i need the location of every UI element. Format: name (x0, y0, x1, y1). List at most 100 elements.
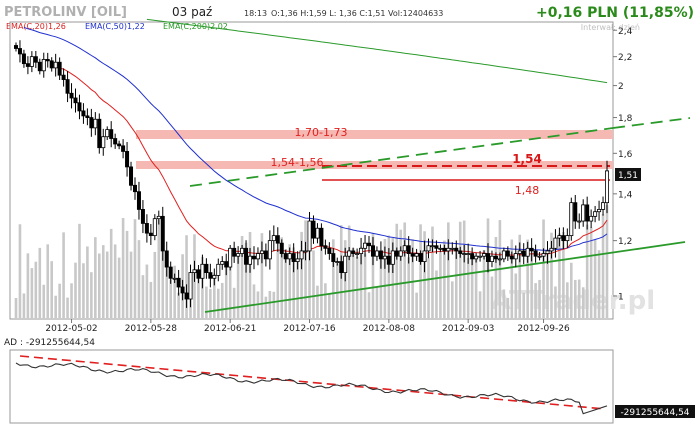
volume-bar (470, 254, 474, 318)
volume-bar (355, 256, 359, 318)
x-tick-label: 2012-05-28 (125, 324, 178, 334)
volume-bar (351, 248, 355, 318)
volume-bar (605, 205, 609, 318)
candle-down (454, 247, 459, 252)
legend-ema200: EMA(C,200)2,02 (163, 22, 228, 31)
candle-up (188, 272, 193, 300)
y-tick-label: 2 (618, 82, 624, 92)
candle-up (489, 255, 494, 262)
volume-bar (502, 289, 506, 318)
volume-bar (335, 263, 339, 318)
volume-bar (240, 235, 244, 318)
volume-bar (383, 239, 387, 318)
candle-up (220, 261, 225, 265)
volume-bar (443, 240, 446, 318)
candle-down (244, 247, 249, 265)
volume-bars (14, 205, 609, 318)
candle-down (113, 138, 118, 145)
y-tick-label: 2,4 (618, 27, 633, 37)
candle-up (497, 258, 502, 261)
volume-bar (415, 292, 418, 318)
candle-up (414, 253, 419, 257)
volume-bar (554, 286, 557, 318)
volume-bar (387, 235, 391, 318)
x-tick-label: 2012-09-26 (517, 324, 570, 334)
candle-up (200, 263, 205, 279)
ad-value-label: -291255644,54 (620, 408, 689, 418)
candle-down (410, 253, 415, 257)
volume-bar (101, 245, 105, 318)
candle-down (73, 97, 78, 104)
candle-up (335, 261, 340, 263)
candle-up (601, 202, 606, 210)
candle-up (29, 56, 34, 67)
volume-bar (121, 218, 125, 318)
candle-up (398, 250, 403, 257)
candle-up (549, 247, 554, 252)
ad-panel-title: AD : -291255644,54 (4, 338, 95, 348)
volume-bar (320, 242, 323, 318)
candle-up (101, 136, 106, 149)
candle-up (605, 170, 610, 204)
header-time: 18:13 (244, 9, 267, 18)
volume-bar (268, 290, 272, 318)
volume-bar (573, 279, 577, 318)
candle-down (144, 223, 149, 234)
x-tick-label: 2012-09-03 (442, 324, 494, 334)
volume-bar (566, 282, 569, 318)
candle-down (136, 191, 141, 210)
support-trend-line (204, 241, 686, 313)
volume-bar (129, 251, 133, 318)
candle-down (148, 232, 153, 237)
volume-bar (165, 255, 169, 318)
volume-bar (197, 275, 200, 318)
volume-bar (593, 239, 597, 318)
ad-line (15, 362, 608, 415)
volume-bar (169, 279, 172, 318)
volume-bar (296, 258, 299, 318)
volume-bar (62, 232, 65, 318)
volume-bar (58, 283, 61, 318)
candle-up (517, 250, 522, 254)
candle-up (359, 247, 364, 254)
candle-up (212, 275, 217, 279)
header-ohlcv: O:1,36 H:1,59 L: 1,36 C:1,51 Vol:1240463… (271, 9, 443, 18)
candle-up (363, 242, 368, 249)
candle-up (557, 235, 562, 239)
candle-down (61, 74, 66, 80)
volume-bar (514, 273, 518, 318)
volume-bar (157, 219, 161, 318)
volume-bar (367, 292, 371, 318)
volume-bar (38, 247, 42, 318)
candle-down (509, 255, 514, 260)
candle-up (382, 255, 387, 260)
candle-up (240, 247, 245, 254)
volume-bar (558, 233, 561, 318)
candle-up (474, 255, 479, 260)
volume-bar (173, 265, 176, 318)
volume-bar (395, 223, 399, 318)
volume-bar (518, 234, 522, 318)
volume-bar (137, 240, 141, 318)
candle-up (438, 247, 443, 250)
volume-bar (462, 220, 466, 318)
volume-bar (375, 286, 379, 318)
candle-down (263, 250, 268, 260)
volume-bar (597, 250, 601, 318)
candle-up (172, 277, 177, 280)
candle-down (117, 143, 122, 147)
volume-bar (224, 262, 228, 318)
volume-bar (90, 272, 93, 318)
volume-bar (494, 236, 498, 318)
candle-down (529, 247, 534, 252)
volume-bar (236, 255, 240, 318)
volume-bar (478, 291, 482, 318)
volume-bar (216, 288, 220, 318)
candle-down (323, 245, 328, 249)
volume-bar (260, 233, 264, 318)
candle-up (565, 235, 570, 242)
candle-down (164, 250, 169, 268)
candle-down (140, 209, 145, 224)
candle-down (81, 110, 86, 117)
volume-bar (26, 253, 30, 318)
